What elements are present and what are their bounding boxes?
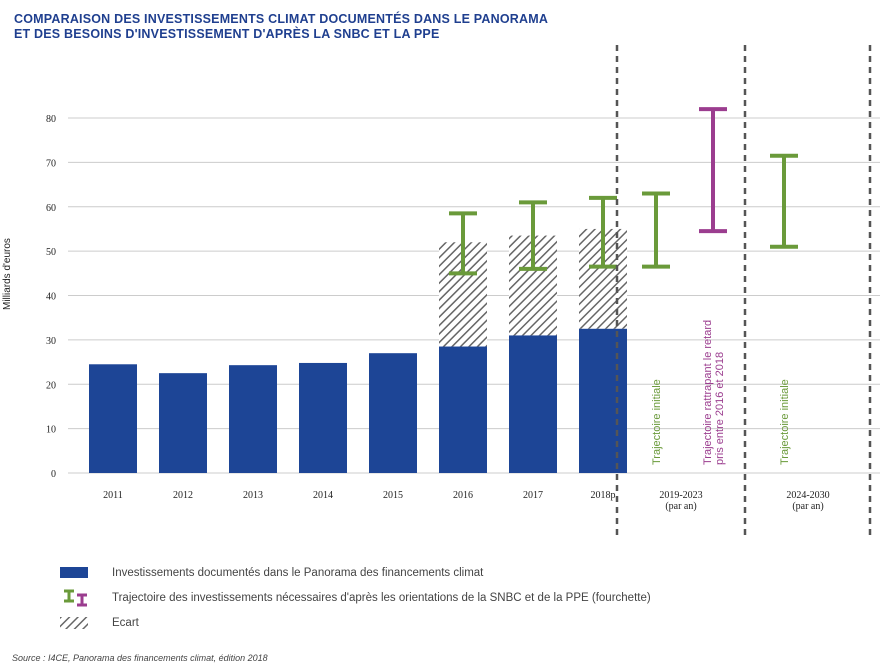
legend-bar-swatch bbox=[60, 567, 88, 578]
bar bbox=[439, 346, 487, 473]
range-marker bbox=[519, 200, 547, 271]
legend-hatch-swatch bbox=[60, 616, 88, 629]
range-marker bbox=[449, 211, 477, 276]
bar bbox=[369, 353, 417, 473]
legend-item-bars: Investissements documentés dans le Panor… bbox=[60, 560, 651, 585]
bar bbox=[159, 373, 207, 473]
x-tick-label: 2016 bbox=[453, 490, 473, 501]
y-tick-label: 0 bbox=[51, 469, 56, 480]
x-tick-label: 2014 bbox=[313, 490, 333, 501]
x-tick-label: 2012 bbox=[173, 490, 193, 501]
y-tick-label: 40 bbox=[46, 292, 56, 303]
y-tick-label: 60 bbox=[46, 203, 56, 214]
legend-item-gap: Ecart bbox=[60, 610, 651, 635]
x-tick-label: 2013 bbox=[243, 490, 263, 501]
range-annotation: pris entre 2016 et 2018 bbox=[714, 352, 726, 465]
period-sublabel: (par an) bbox=[792, 501, 823, 512]
range-marker bbox=[770, 153, 798, 249]
legend-label-gap: Ecart bbox=[112, 616, 139, 629]
legend-item-range: Trajectoire des investissements nécessai… bbox=[60, 585, 651, 610]
y-tick-label: 10 bbox=[46, 425, 56, 436]
range-marker bbox=[699, 107, 727, 234]
bar bbox=[579, 328, 627, 473]
legend-label-range: Trajectoire des investissements nécessai… bbox=[112, 591, 651, 604]
bar bbox=[229, 365, 277, 473]
x-tick-label: 2015 bbox=[383, 490, 403, 501]
x-tick-label: 2011 bbox=[103, 490, 123, 501]
chart-title-line-1: COMPARAISON DES INVESTISSEMENTS CLIMAT D… bbox=[14, 12, 549, 26]
range-annotation: Trajectoire initiale bbox=[779, 379, 791, 465]
legend: Investissements documentés dans le Panor… bbox=[60, 560, 651, 635]
period-sublabel: (par an) bbox=[665, 501, 696, 512]
period-label: 2024-2030 bbox=[786, 490, 829, 501]
x-tick-label: 2017 bbox=[523, 490, 543, 501]
y-tick-label: 80 bbox=[46, 114, 56, 125]
chart-title-line-2: ET DES BESOINS D'INVESTISSEMENT D'APRÈS … bbox=[14, 27, 440, 41]
bar bbox=[89, 364, 137, 473]
legend-range-icon bbox=[64, 589, 87, 606]
range-marker bbox=[589, 195, 617, 269]
bar bbox=[299, 362, 347, 473]
bar bbox=[509, 335, 557, 473]
range-annotation: Trajectoire initiale bbox=[651, 379, 663, 465]
source-note: Source : I4CE, Panorama des financements… bbox=[12, 653, 268, 663]
x-tick-label: 2018p bbox=[591, 490, 616, 501]
range-marker bbox=[642, 191, 670, 269]
chart-title: COMPARAISON DES INVESTISSEMENTS CLIMAT D… bbox=[14, 12, 548, 42]
period-label: 2019-2023 bbox=[659, 490, 702, 501]
y-tick-label: 30 bbox=[46, 336, 56, 347]
chart-area: 0 10 20 30 40 50 60 70 80 2011 2012 2013 2014 2015 201… bbox=[46, 45, 880, 540]
y-tick-label: 20 bbox=[46, 380, 56, 391]
y-tick-label: 70 bbox=[46, 158, 56, 169]
legend-label-bars: Investissements documentés dans le Panor… bbox=[112, 566, 484, 579]
y-tick-label: 50 bbox=[46, 247, 56, 258]
range-annotation: Trajectoire rattrapant le retard bbox=[702, 320, 714, 465]
